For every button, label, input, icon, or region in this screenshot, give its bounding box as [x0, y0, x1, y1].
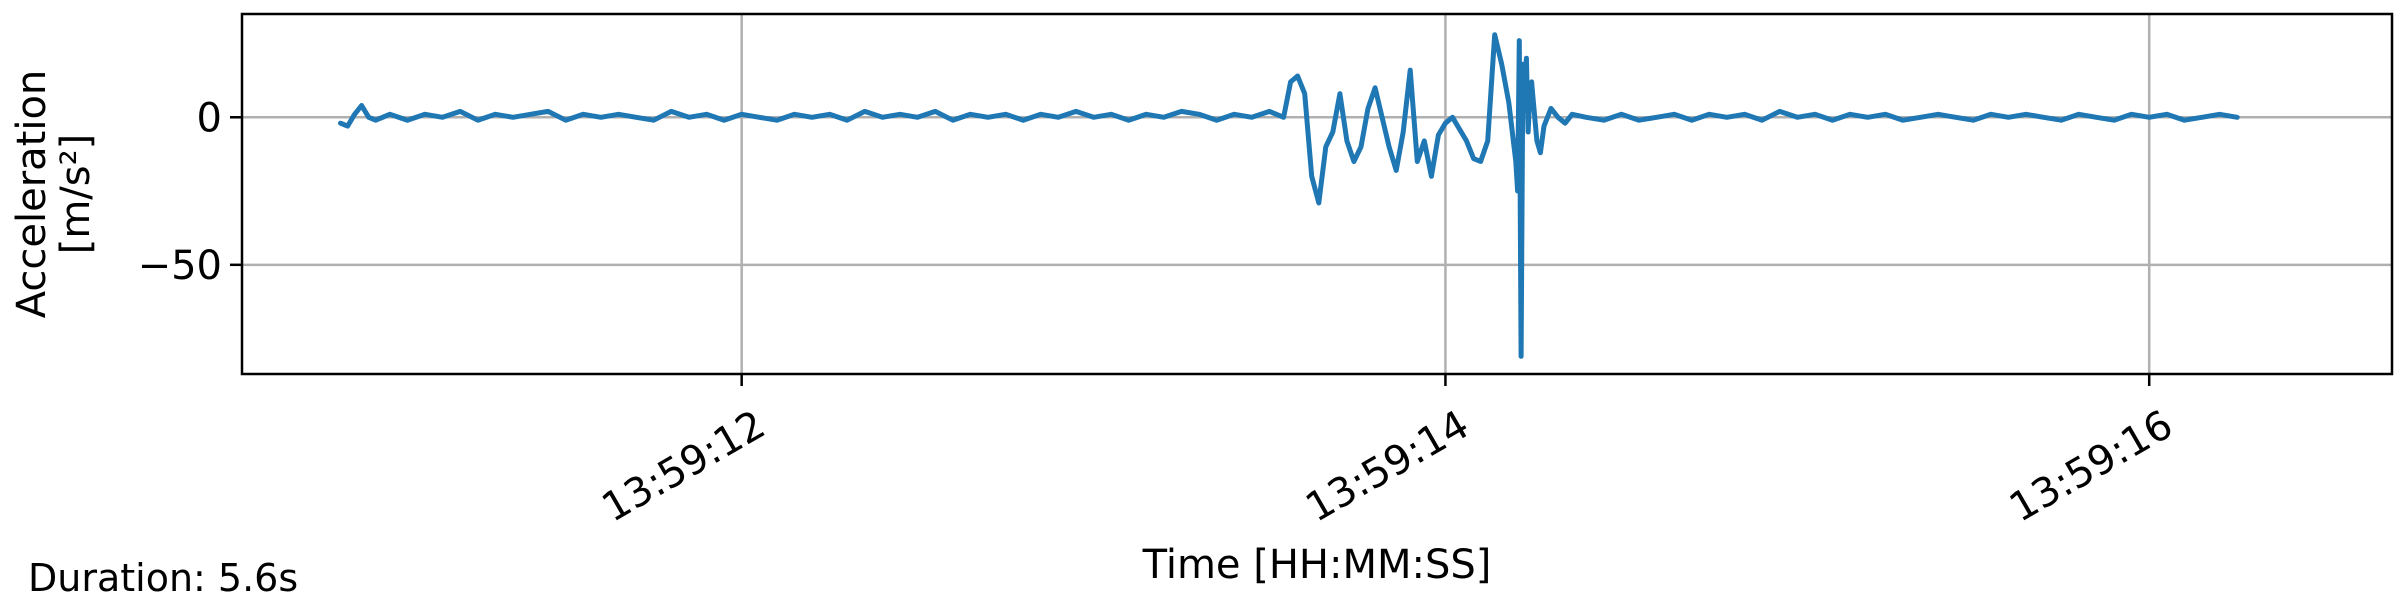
- y-tick-label: −50: [138, 243, 222, 289]
- data-series: [338, 32, 2240, 359]
- y-axis-label-line1: Acceleration: [9, 70, 55, 319]
- x-tick-label: 13:59:12: [594, 402, 773, 532]
- x-tick-label: 13:59:14: [1298, 402, 1477, 532]
- series-line-acceleration: [338, 32, 2240, 359]
- x-tick-label: 13:59:16: [2002, 402, 2181, 532]
- duration-text: Duration: 5.6s: [28, 556, 299, 600]
- y-axis-label-line2: [m/s²]: [53, 134, 99, 255]
- tick-labels: 0 −50 13:59:12 13:59:14 13:59:16: [138, 95, 2181, 531]
- axis-ticks: [230, 116, 2151, 386]
- y-tick-label: 0: [197, 95, 222, 141]
- y-axis-label: Acceleration [m/s²]: [9, 70, 99, 319]
- plot-frame: [240, 12, 2394, 376]
- x-axis-label: Time [HH:MM:SS]: [1142, 542, 1492, 588]
